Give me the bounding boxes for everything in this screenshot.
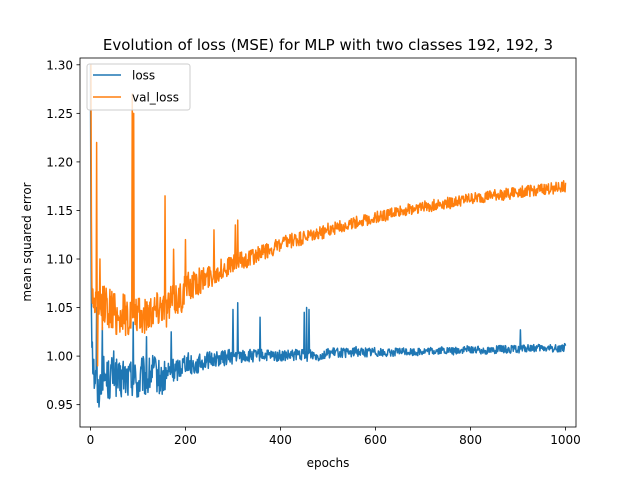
y-tick-label: 1.15 (46, 204, 73, 218)
y-tick-label: 1.30 (46, 58, 73, 72)
x-axis-label: epochs (307, 456, 350, 470)
x-tick-label: 600 (364, 433, 387, 447)
x-tick-label: 800 (459, 433, 482, 447)
x-tick-label: 1000 (550, 433, 581, 447)
y-tick-label: 1.05 (46, 301, 73, 315)
y-tick-label: 1.25 (46, 107, 73, 121)
series-line-val_loss (90, 64, 567, 367)
series-line-loss (89, 64, 567, 408)
x-tick-label: 0 (87, 433, 95, 447)
y-tick-label: 1.00 (46, 350, 73, 364)
legend-label-loss: loss (132, 69, 155, 83)
y-axis-ticks: 0.95 1.00 1.05 1.10 1.15 1.20 1.25 1.30 (46, 58, 80, 412)
x-axis-ticks: 0 200 400 600 800 1000 (87, 427, 581, 447)
y-tick-label: 0.95 (46, 398, 73, 412)
y-tick-label: 1.10 (46, 253, 73, 267)
legend: loss val_loss (86, 63, 191, 111)
plot-area (79, 57, 577, 428)
x-tick-label: 400 (269, 433, 292, 447)
x-tick-label: 200 (174, 433, 197, 447)
chart-title: Evolution of loss (MSE) for MLP with two… (103, 36, 553, 54)
plot-frame (79, 57, 577, 428)
legend-label-val_loss: val_loss (132, 91, 179, 105)
y-tick-label: 1.20 (46, 155, 73, 169)
y-axis-label: mean squared error (20, 182, 34, 301)
